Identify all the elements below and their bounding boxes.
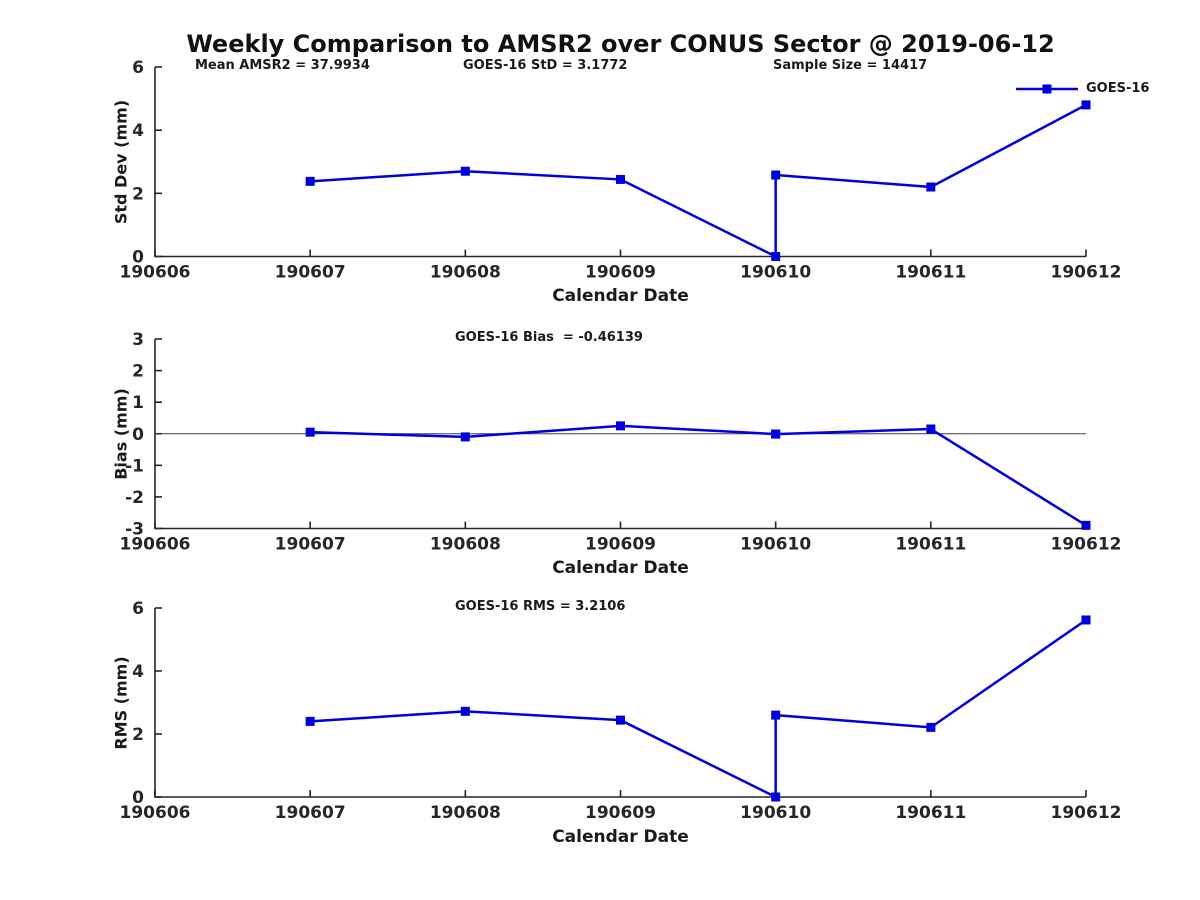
x-tick-label: 190607 bbox=[275, 535, 346, 555]
x-tick-label: 190609 bbox=[585, 535, 656, 555]
x-tick-label: 190610 bbox=[740, 803, 811, 823]
data-point-marker bbox=[771, 710, 781, 720]
data-point-marker bbox=[1081, 100, 1091, 110]
data-point-marker bbox=[616, 421, 625, 431]
x-tick-label: 190607 bbox=[275, 263, 346, 283]
data-point-marker bbox=[460, 166, 470, 176]
y-axis-label-rms: RMS (mm) bbox=[111, 656, 131, 750]
data-point-marker bbox=[1081, 615, 1091, 625]
y-tick-label: 4 bbox=[132, 662, 144, 682]
y-tick-label: 6 bbox=[132, 599, 144, 619]
y-tick-label: 1 bbox=[132, 393, 144, 413]
series-line-goes-16 bbox=[310, 424, 1087, 527]
data-point-marker bbox=[616, 715, 625, 725]
data-point-marker bbox=[1081, 520, 1091, 530]
x-tick-label: 190607 bbox=[275, 803, 346, 823]
series-line-goes-16 bbox=[310, 103, 1087, 258]
data-point-marker bbox=[771, 792, 781, 802]
annotation-sample-size: Sample Size = 14417 bbox=[773, 58, 928, 73]
legend-label: GOES-16 bbox=[1086, 81, 1150, 96]
annotation-goes-bias: GOES-16 Bias = -0.46139 bbox=[455, 330, 643, 345]
y-axis-label-bias: Bias (mm) bbox=[111, 388, 131, 480]
y-tick-label: -2 bbox=[125, 488, 144, 508]
y-tick-label: 2 bbox=[132, 362, 144, 382]
data-point-marker bbox=[460, 706, 470, 716]
x-axis-label-3: Calendar Date bbox=[552, 827, 689, 847]
data-point-marker bbox=[771, 170, 781, 180]
y-tick-label: -1 bbox=[125, 456, 144, 476]
data-point-marker bbox=[460, 432, 470, 442]
data-point-marker bbox=[616, 174, 625, 184]
data-point-marker bbox=[305, 176, 315, 186]
x-tick-label: 190608 bbox=[430, 803, 501, 823]
annotation-goes-rms: GOES-16 RMS = 3.2106 bbox=[455, 599, 626, 614]
x-tick-label: 190608 bbox=[430, 535, 501, 555]
y-axis-label-std-dev: Std Dev (mm) bbox=[111, 99, 131, 225]
y-tick-label: 6 bbox=[132, 58, 144, 78]
data-point-marker bbox=[771, 252, 781, 261]
x-tick-label: 190606 bbox=[120, 535, 191, 555]
x-tick-label: 190609 bbox=[585, 803, 656, 823]
x-tick-label: 190611 bbox=[895, 803, 966, 823]
annotation-mean-amsr2: Mean AMSR2 = 37.9934 bbox=[195, 58, 370, 73]
data-point-marker bbox=[926, 182, 936, 192]
axis-spines bbox=[154, 67, 1086, 258]
data-point-marker bbox=[305, 427, 315, 437]
y-tick-label: 3 bbox=[132, 330, 144, 350]
series-line-goes-16 bbox=[310, 618, 1087, 799]
y-tick-label: 0 bbox=[132, 425, 144, 445]
x-tick-label: 190611 bbox=[895, 263, 966, 283]
data-point-marker bbox=[926, 424, 936, 434]
x-tick-label: 190606 bbox=[120, 263, 191, 283]
x-tick-label: 190612 bbox=[1051, 803, 1122, 823]
legend: GOES-16 bbox=[1016, 81, 1149, 96]
x-tick-label: 190611 bbox=[895, 535, 966, 555]
annotation-goes-std: GOES-16 StD = 3.1772 bbox=[463, 58, 628, 73]
x-axis-label-1: Calendar Date bbox=[552, 286, 689, 306]
x-tick-label: 190612 bbox=[1051, 535, 1122, 555]
legend-line-icon bbox=[1016, 84, 1078, 93]
x-tick-label: 190606 bbox=[120, 803, 191, 823]
data-point-marker bbox=[771, 429, 781, 439]
axis-spines bbox=[154, 608, 1086, 798]
x-tick-label: 190608 bbox=[430, 263, 501, 283]
x-tick-label: 190610 bbox=[740, 535, 811, 555]
x-tick-label: 190609 bbox=[585, 263, 656, 283]
x-tick-label: 190610 bbox=[740, 263, 811, 283]
y-tick-label: -3 bbox=[125, 520, 144, 540]
y-tick-label: 0 bbox=[132, 788, 144, 808]
data-point-marker bbox=[305, 716, 315, 726]
y-tick-label: 4 bbox=[132, 121, 144, 141]
y-tick-label: 2 bbox=[132, 184, 144, 204]
data-point-marker bbox=[926, 722, 936, 732]
y-tick-label: 0 bbox=[132, 248, 144, 268]
y-tick-label: 2 bbox=[132, 725, 144, 745]
x-axis-label-2: Calendar Date bbox=[552, 558, 689, 578]
x-tick-label: 190612 bbox=[1051, 263, 1122, 283]
figure-title: Weekly Comparison to AMSR2 over CONUS Se… bbox=[186, 30, 1055, 58]
